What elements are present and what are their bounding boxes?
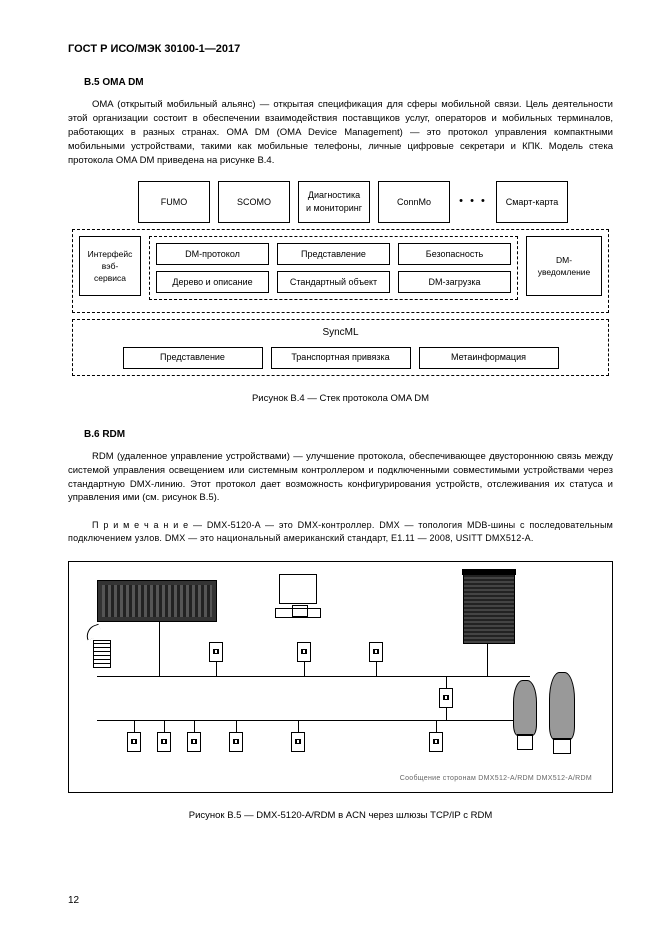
connector-icon [291,732,305,752]
syncml-title: SyncML [79,326,602,341]
remote-icon [93,640,111,668]
wire [446,708,447,720]
bus-line [97,720,530,721]
wire [304,662,305,676]
connector-icon [127,732,141,752]
wire [298,720,299,732]
section-b6-note: П р и м е ч а н и е — DMX-5120-A — это D… [68,519,613,545]
box-transport: Транспортная привязка [271,347,411,369]
document-page: ГОСТ Р ИСО/МЭК 30100-1—2017 В.5 OMA DM O… [0,0,661,936]
diagram-b4-middle: Интерфейс вэб-сервиса DM-протокол Предст… [72,229,609,313]
wire [216,662,217,676]
diagram-b5-label: Сообщение сторонам DMX512-A/RDM DMX512-A… [400,774,592,784]
diagram-b4-row1: FUMO SCOMO Диагностика и мониторинг Conn… [72,181,609,223]
diagram-b4: FUMO SCOMO Диагностика и мониторинг Conn… [68,181,613,376]
box-dmnotify: DM-уведомление [526,236,602,296]
section-b5-title: В.5 OMA DM [68,76,613,91]
wire [376,662,377,676]
connector-icon [297,642,311,662]
connector-icon [157,732,171,752]
connector-icon [187,732,201,752]
box-dmload: DM-загрузка [398,271,511,293]
box-meta: Метаинформация [419,347,559,369]
box-diag: Диагностика и мониторинг [298,181,370,223]
keyboard-icon [275,608,321,618]
light-fixture-icon [511,680,539,750]
box-tree: Дерево и описание [156,271,269,293]
monitor-icon [279,574,317,604]
rack-icon [97,580,217,622]
diagram-b5: Сообщение сторонам DMX512-A/RDM DMX512-A… [68,561,613,793]
diagram-b4-sync: SyncML Представление Транспортная привяз… [72,319,609,376]
box-scomo: SCOMO [218,181,290,223]
section-b6-para: RDM (удаленное управление устройствами) … [68,450,613,505]
bus-line [97,676,530,677]
connector-icon [439,688,453,708]
doc-header: ГОСТ Р ИСО/МЭК 30100-1—2017 [68,42,613,58]
wire [164,720,165,732]
box-present1: Представление [277,243,390,265]
box-stdobj: Стандартный объект [277,271,390,293]
diagram-b4-core: DM-протокол Представление Безопасность Д… [149,236,518,300]
connector-icon [369,642,383,662]
wire [236,720,237,732]
caption-b5: Рисунок В.5 — DMX-5120-A/RDM в ACN через… [68,809,613,823]
server-icon [463,570,515,644]
box-smartcard: Смарт-карта [496,181,568,223]
box-fumo: FUMO [138,181,210,223]
wire [436,720,437,732]
wire [159,622,160,676]
connector-icon [209,642,223,662]
wire [487,644,488,676]
box-security: Безопасность [398,243,511,265]
box-present2: Представление [123,347,263,369]
ellipsis-icon: • • • [458,181,488,223]
caption-b4: Рисунок В.4 — Стек протокола OMA DM [68,392,613,406]
light-fixture-icon [547,672,577,754]
box-connmo: ConnMo [378,181,450,223]
wire [134,720,135,732]
section-b5-para: OMA (открытый мобильный альянс) — открыт… [68,98,613,167]
connector-icon [429,732,443,752]
signal-icon [83,624,102,641]
page-number: 12 [68,894,79,909]
box-dmproto: DM-протокол [156,243,269,265]
connector-icon [229,732,243,752]
section-b6-title: В.6 RDM [68,428,613,443]
wire [446,676,447,688]
wire [194,720,195,732]
box-webservice: Интерфейс вэб-сервиса [79,236,141,296]
